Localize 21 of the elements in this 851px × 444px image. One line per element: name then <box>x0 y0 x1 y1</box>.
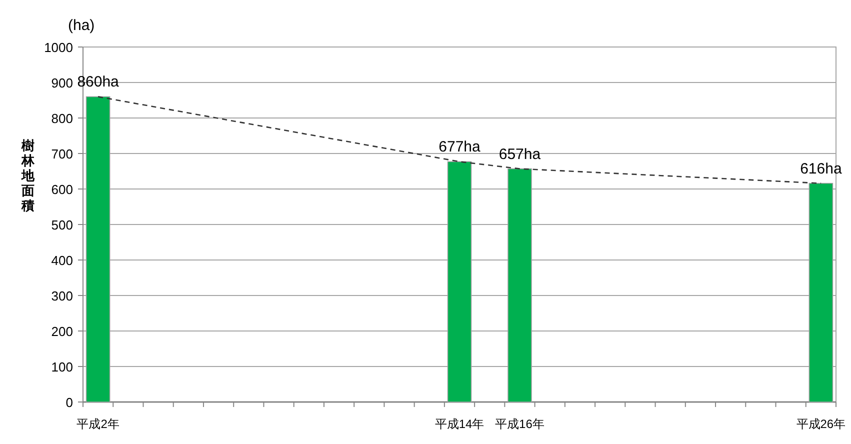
y-tick-label: 900 <box>51 76 73 90</box>
y-tick-label: 500 <box>51 218 73 232</box>
data-label: 860ha <box>77 74 120 91</box>
x-tick-label: 平成26年 <box>796 417 846 431</box>
data-label: 657ha <box>498 146 542 163</box>
x-tick-label: 平成16年 <box>495 417 544 431</box>
y-tick-label: 100 <box>51 360 73 374</box>
y-tick-label: 1000 <box>44 40 73 55</box>
y-tick-label: 300 <box>51 288 73 304</box>
y-tick-label: 200 <box>51 324 73 339</box>
y-axis-title: 樹林地面積 <box>20 138 36 213</box>
y-tick-label: 600 <box>51 182 73 197</box>
x-tick-label: 平成14年 <box>434 417 484 431</box>
text: (ha) <box>68 17 95 34</box>
data-label: 616ha <box>800 160 842 178</box>
x-tick-label: 平成2年 <box>76 417 120 431</box>
y-tick-label: 400 <box>51 253 73 268</box>
y-tick-label: 700 <box>51 146 73 162</box>
data-label: 677ha <box>438 138 482 156</box>
y-tick-label: 800 <box>51 111 73 126</box>
y-tick-label: 0 <box>66 395 73 410</box>
